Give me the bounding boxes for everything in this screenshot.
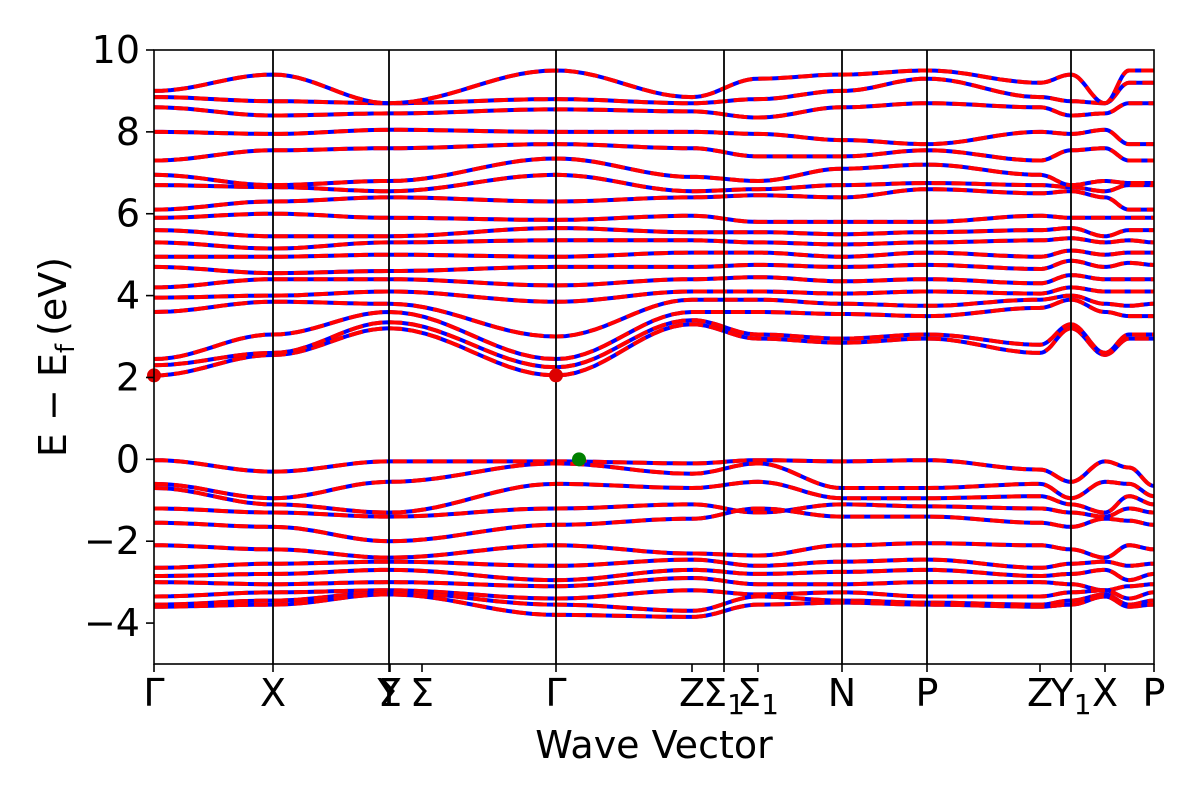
x-tick-label-main: Z [1027,671,1053,715]
x-tick-label: Z [679,671,705,715]
band-line-red [154,567,1154,583]
x-tick-label-subscript: 1 [1074,688,1092,721]
band-line-red [154,297,1154,362]
x-tick-label-main: Γ [143,671,164,715]
x-tick-label-main: P [916,671,939,715]
band-line-red [154,293,1154,339]
band-line-red [154,226,1154,239]
x-tick-label: Σ1 [737,671,779,721]
x-tick-label: P [1143,671,1166,715]
y-axis-ticks: −4 −2 0 2 4 6 8 10 [84,28,154,645]
x-tick-label-main: P [1143,671,1166,715]
x-tick-label-main: Y [376,671,401,715]
y-axis-label-main: E − E [31,353,75,457]
y-tick-label: −2 [84,519,140,563]
x-tick-label-subscript: 1 [727,688,745,721]
band-lines [154,68,1154,619]
x-tick-label: Y [376,671,401,715]
band-line-red [154,318,1154,370]
band-line-red [154,273,1154,290]
vbm-marker [572,452,586,467]
x-tick-label-main: Σ [410,671,434,715]
y-tick-label: 4 [116,274,140,318]
high-symmetry-lines [272,50,1072,664]
x-tick-label-main: Σ [378,671,402,715]
band-line-red [154,156,1154,188]
y-tick-label: 0 [116,437,140,481]
y-tick-label: 2 [116,355,140,399]
band-edge-markers [147,368,586,467]
cbm-marker [549,368,563,383]
band-line-red [154,68,1154,106]
band-line-blue [154,68,1154,106]
band-line-red [154,479,1154,515]
x-tick-label-main: Σ [737,671,761,715]
x-tick-label-main: Γ [545,671,566,715]
band-line-red [154,187,1154,212]
y-axis-label-unit: (eV) [31,257,75,336]
band-line-red [154,142,1154,163]
x-tick-label-subscript: 1 [761,688,779,721]
band-line-red [154,588,1154,601]
band-line-red [154,285,1154,304]
x-tick-label: Σ1 [703,671,745,721]
band-line-red [154,127,1154,147]
band-line-red [154,172,1154,194]
x-tick-label-main: N [828,671,856,715]
y-tick-label: 8 [116,110,140,154]
x-tick-label: P [916,671,939,715]
x-tick-label-main: Y [1049,671,1074,715]
x-tick-label-main: Z [679,671,705,715]
band-line-red [154,458,1154,488]
y-axis-label-subscript: f [51,343,81,353]
y-tick-label: 6 [116,192,140,236]
x-tick-label: X [1092,671,1118,715]
band-line-red [154,506,1154,544]
band-line-red [154,258,1154,276]
band-line-red [154,461,1154,501]
x-tick-label: Σ [378,671,402,715]
band-line-red [154,211,1154,224]
x-tick-label: Z [1027,671,1053,715]
x-tick-label: Γ [143,671,164,715]
band-line-red [154,592,1154,619]
y-tick-label: −4 [84,601,140,645]
x-tick-label-main: X [1092,671,1118,715]
band-line-red [154,248,1154,259]
x-tick-label: Σ [410,671,434,715]
band-line-red [154,502,1154,519]
y-tick-label: 10 [92,28,140,72]
y-axis-label: E − Ef (eV) [31,257,81,457]
band-line-red [154,575,1154,593]
band-line-red [154,557,1154,570]
x-tick-label-main: Σ [703,671,727,715]
x-tick-label: X [260,671,286,715]
plot-frame [153,49,1155,665]
band-line-red [154,541,1154,560]
band-line-red [154,236,1154,251]
x-axis-label: Wave Vector [535,723,773,767]
band-line-red [154,101,1154,120]
band-line-red [154,76,1154,106]
x-tick-label-main: X [260,671,286,715]
x-tick-label: N [828,671,856,715]
x-tick-label: Y1 [1049,671,1091,721]
x-tick-label: Γ [545,671,566,715]
